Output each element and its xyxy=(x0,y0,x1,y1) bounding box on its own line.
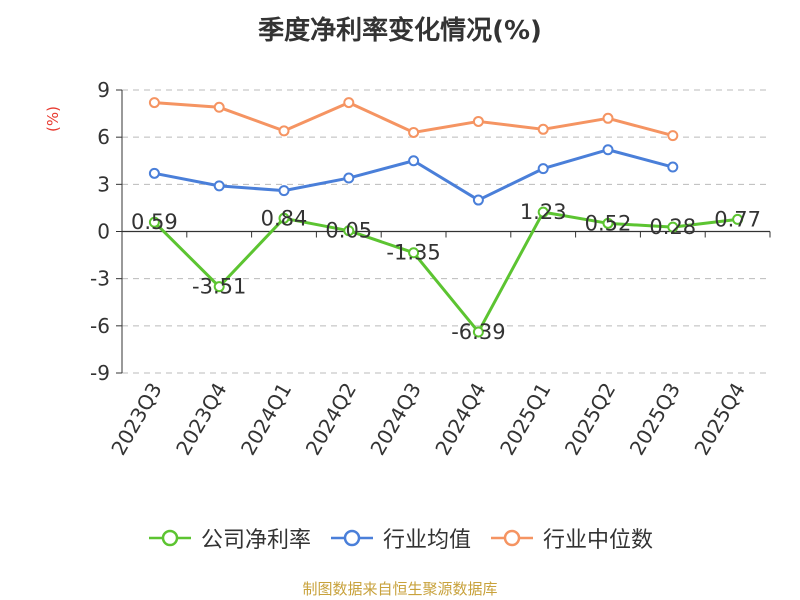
data-point[interactable] xyxy=(732,213,744,225)
data-label: 0.52 xyxy=(585,211,632,235)
data-labels: 0.59 -3.51 0.84 0.05 -1.35 -6.39 1.23 0.52 0.28 0… xyxy=(131,200,761,344)
data-label: 0.84 xyxy=(261,206,308,230)
data-point[interactable] xyxy=(537,206,549,218)
data-point[interactable] xyxy=(278,212,290,224)
data-point[interactable] xyxy=(343,225,355,237)
data-point[interactable] xyxy=(472,326,484,338)
legend: 公司净利率 行业均值 行业中位数 xyxy=(0,522,800,554)
x-tick-label: 2023Q4 xyxy=(171,379,231,460)
data-point[interactable] xyxy=(537,123,549,135)
x-tick-label: 2023Q3 xyxy=(106,379,166,460)
y-tick-label: 6 xyxy=(97,125,110,149)
x-tick-label: 2024Q1 xyxy=(236,379,296,460)
data-label: 0.59 xyxy=(131,210,178,234)
y-tick-label: 9 xyxy=(97,78,110,102)
x-tick-label: 2025Q3 xyxy=(625,379,685,460)
data-point[interactable] xyxy=(408,126,420,138)
data-point[interactable] xyxy=(213,101,225,113)
grid-lines xyxy=(122,89,770,374)
data-point[interactable] xyxy=(343,172,355,184)
data-label: 0.05 xyxy=(325,219,372,243)
legend-item-industry-median[interactable]: 行业中位数 xyxy=(489,522,653,554)
data-point[interactable] xyxy=(602,217,614,229)
x-tick-label: 2024Q2 xyxy=(301,379,361,460)
data-point[interactable] xyxy=(343,97,355,109)
data-point[interactable] xyxy=(148,216,160,228)
series-line xyxy=(153,210,738,334)
data-source: 制图数据来自恒生聚源数据库 xyxy=(302,580,498,598)
data-point[interactable] xyxy=(667,221,679,233)
data-point[interactable] xyxy=(667,161,679,173)
x-tick-label: 2024Q4 xyxy=(430,379,490,460)
x-axis: 2023Q3 2023Q4 2024Q1 2024Q2 2024Q3 2024Q4 2025… xyxy=(106,230,771,460)
x-tick-label: 2024Q3 xyxy=(365,379,425,460)
data-point[interactable] xyxy=(667,130,679,142)
legend-line-marker-icon xyxy=(148,529,191,547)
y-tick-label: -9 xyxy=(90,361,110,385)
series-group xyxy=(148,97,744,338)
data-point[interactable] xyxy=(408,247,420,259)
data-point[interactable] xyxy=(408,155,420,167)
data-point[interactable] xyxy=(213,281,225,293)
legend-item-industry-mean[interactable]: 行业均值 xyxy=(329,522,471,554)
x-tick-label: 2025Q2 xyxy=(560,379,620,460)
legend-line-marker-icon xyxy=(491,529,533,547)
x-tick-label: 2025Q4 xyxy=(689,379,749,460)
legend-label: 行业均值 xyxy=(382,528,471,553)
y-tick-label: -6 xyxy=(90,314,110,338)
data-label: 0.28 xyxy=(649,215,696,239)
data-point[interactable] xyxy=(213,180,225,192)
data-point[interactable] xyxy=(472,115,484,127)
data-label: -6.39 xyxy=(451,320,505,344)
data-point[interactable] xyxy=(472,194,484,206)
y-tick-label: -3 xyxy=(90,267,110,291)
y-axis-ticks: 9 6 3 0 -3 -6 -9 xyxy=(90,78,123,385)
data-point[interactable] xyxy=(537,163,549,175)
data-label: 1.23 xyxy=(520,200,567,224)
data-point[interactable] xyxy=(602,144,614,156)
data-point[interactable] xyxy=(148,167,160,179)
data-label: -3.51 xyxy=(192,275,246,299)
y-tick-label: 0 xyxy=(97,220,110,244)
data-label: -1.35 xyxy=(386,241,440,265)
data-point[interactable] xyxy=(278,185,290,197)
data-point[interactable] xyxy=(278,125,290,137)
chart-title: 季度净利率变化情况(%) xyxy=(258,16,542,46)
legend-label: 公司净利率 xyxy=(200,528,311,553)
legend-line-marker-icon xyxy=(330,529,373,547)
data-label: 0.77 xyxy=(714,207,761,231)
y-tick-label: 3 xyxy=(97,172,110,196)
data-point[interactable] xyxy=(602,112,614,124)
legend-label: 行业中位数 xyxy=(543,528,654,553)
data-point[interactable] xyxy=(148,97,160,109)
x-tick-label: 2025Q1 xyxy=(495,379,555,460)
legend-item-company[interactable]: 公司净利率 xyxy=(147,522,311,554)
